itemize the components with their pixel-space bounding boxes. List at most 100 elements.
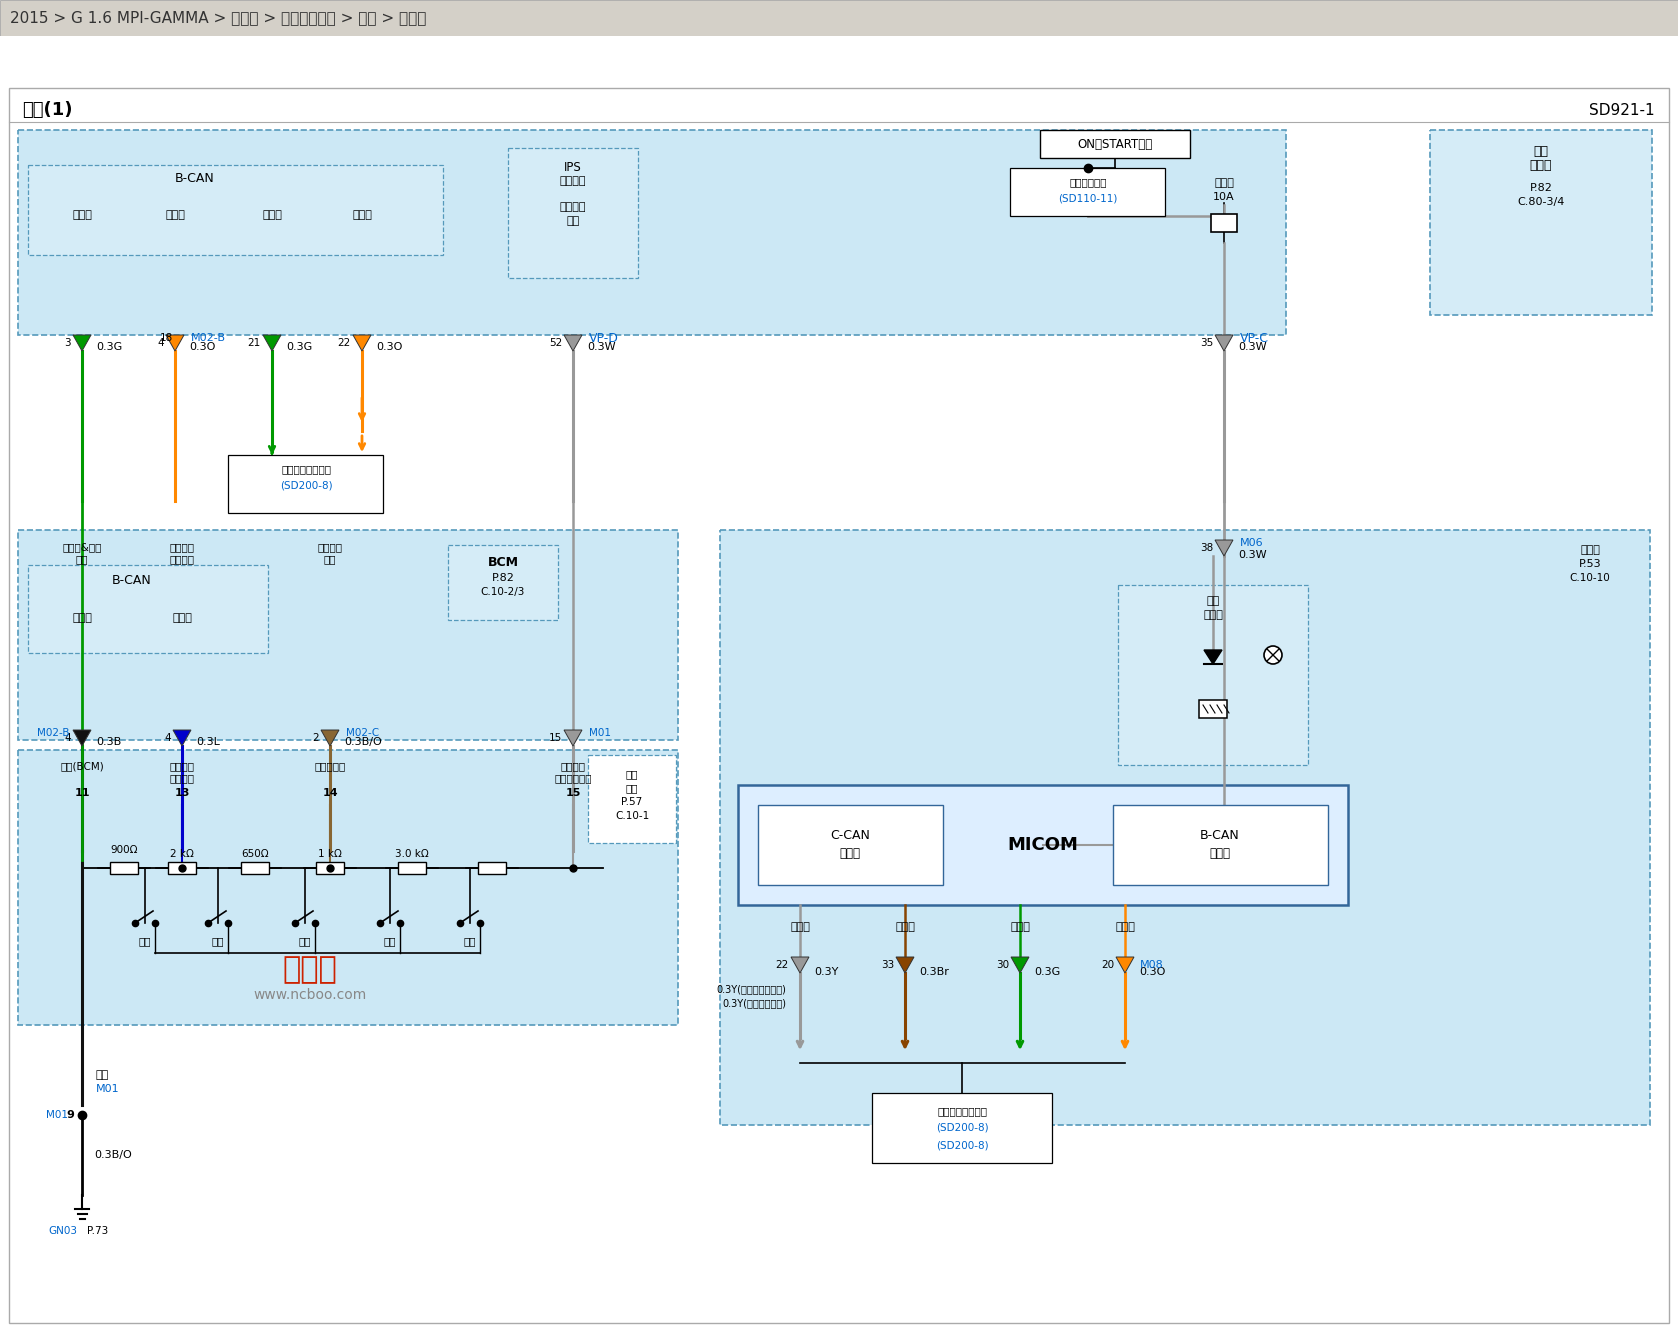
Text: 高电位: 高电位 [790, 922, 810, 933]
Text: P.57: P.57 [621, 797, 643, 807]
Text: C.10-1: C.10-1 [614, 811, 649, 821]
Polygon shape [263, 335, 280, 351]
Bar [0, 36, 1678, 90]
Text: 18: 18 [159, 334, 173, 343]
Text: 雨刺器&灯光: 雨刺器&灯光 [62, 541, 102, 552]
Polygon shape [173, 730, 191, 746]
Bar [1010, 168, 1165, 216]
Text: P.53: P.53 [1579, 559, 1601, 570]
Text: 4: 4 [64, 733, 70, 742]
Text: 仓表盘: 仓表盘 [1215, 178, 1233, 188]
Text: 接线盒: 接线盒 [1530, 158, 1552, 172]
Bar [1113, 805, 1327, 884]
Text: 0.3O: 0.3O [190, 342, 215, 352]
Text: 接地(BCM): 接地(BCM) [60, 761, 104, 770]
Bar [1118, 586, 1307, 765]
Text: 650Ω: 650Ω [242, 850, 268, 859]
Text: 0.3G: 0.3G [96, 342, 122, 352]
Text: 900Ω: 900Ω [111, 846, 138, 855]
Bar [1200, 699, 1227, 718]
Text: 地电位: 地电位 [352, 210, 373, 220]
Text: 起车: 起车 [139, 937, 151, 946]
Text: 开关输入: 开关输入 [169, 553, 195, 564]
Text: 开关: 开关 [626, 783, 638, 793]
Bar [29, 565, 268, 653]
Bar [1430, 130, 1653, 315]
Bar [18, 531, 678, 740]
Text: 接地: 接地 [96, 1071, 109, 1080]
Bar [168, 862, 196, 874]
Text: 0.3W: 0.3W [1238, 549, 1267, 560]
Polygon shape [320, 730, 339, 746]
Text: 大灯远光: 大灯远光 [169, 761, 195, 770]
Text: 0.3Y: 0.3Y [814, 967, 839, 977]
Bar [587, 754, 676, 843]
Text: (SD110-11): (SD110-11) [1059, 193, 1118, 202]
Text: 11: 11 [74, 788, 89, 799]
Polygon shape [1012, 957, 1029, 973]
Polygon shape [1215, 335, 1233, 351]
Text: 高电位: 高电位 [72, 210, 92, 220]
Text: 大灯(1): 大灯(1) [22, 100, 72, 119]
Bar [508, 147, 638, 277]
Text: IPS: IPS [564, 161, 582, 173]
Bar [18, 750, 678, 1025]
Text: M01: M01 [589, 728, 611, 738]
Text: BCM: BCM [488, 556, 519, 568]
Text: 21: 21 [248, 338, 262, 348]
Text: 参考诊断连接分布: 参考诊断连接分布 [936, 1106, 987, 1116]
Text: MICOM: MICOM [1007, 836, 1079, 854]
Text: 0.3B/O: 0.3B/O [344, 737, 383, 746]
Bar [1040, 130, 1190, 158]
Text: 0.3G: 0.3G [285, 342, 312, 352]
Bar [0, 0, 1678, 36]
Text: 35: 35 [1200, 338, 1213, 348]
Text: 0.3O: 0.3O [376, 342, 403, 352]
Text: 仓表盘: 仓表盘 [1581, 545, 1599, 555]
Polygon shape [1215, 540, 1233, 556]
Text: 0.3B/O: 0.3B/O [94, 1150, 133, 1160]
Text: M02-B: M02-B [37, 728, 70, 738]
Text: M06: M06 [1240, 537, 1264, 548]
Text: B-CAN: B-CAN [175, 172, 215, 185]
Bar [448, 545, 559, 620]
Polygon shape [166, 335, 185, 351]
Text: 2: 2 [312, 733, 319, 742]
Text: 智能: 智能 [1534, 145, 1549, 158]
Text: P.82: P.82 [492, 574, 515, 583]
Text: 0.3W: 0.3W [587, 342, 616, 352]
Text: 低电位: 低电位 [894, 922, 915, 933]
Text: GN03: GN03 [49, 1226, 77, 1235]
Polygon shape [790, 957, 809, 973]
Bar [228, 456, 383, 513]
Text: 尾灯: 尾灯 [384, 937, 396, 946]
Text: B-CAN: B-CAN [1200, 828, 1240, 842]
Text: 收发器: 收发器 [839, 847, 861, 859]
Bar [18, 130, 1285, 335]
Text: 4: 4 [158, 338, 164, 348]
Text: C.10-10: C.10-10 [1569, 574, 1611, 583]
Bar [873, 1093, 1052, 1163]
Text: 低电位: 低电位 [164, 210, 185, 220]
Polygon shape [564, 335, 582, 351]
Polygon shape [74, 730, 91, 746]
Text: 开关输出: 开关输出 [169, 773, 195, 783]
Text: 示示灯: 示示灯 [1203, 610, 1223, 620]
Text: VP-C: VP-C [1240, 331, 1269, 344]
Text: 大灯近光: 大灯近光 [560, 761, 586, 770]
Polygon shape [352, 335, 371, 351]
Text: SD921-1: SD921-1 [1589, 102, 1655, 118]
Polygon shape [1205, 650, 1222, 665]
Text: 信号: 信号 [324, 553, 336, 564]
Text: 大灯: 大灯 [463, 937, 477, 946]
Text: 52: 52 [549, 338, 562, 348]
Text: 33: 33 [881, 959, 894, 970]
Text: 信号: 信号 [567, 216, 579, 226]
Text: 参考接脚连接分布: 参考接脚连接分布 [280, 464, 331, 474]
Text: www.ncboo.com: www.ncboo.com [253, 988, 366, 1002]
Text: 22: 22 [337, 338, 351, 348]
Text: 0.3W: 0.3W [1238, 342, 1267, 352]
Polygon shape [1116, 957, 1134, 973]
Text: C.10-2/3: C.10-2/3 [482, 587, 525, 598]
Text: 2 kΩ: 2 kΩ [169, 850, 195, 859]
